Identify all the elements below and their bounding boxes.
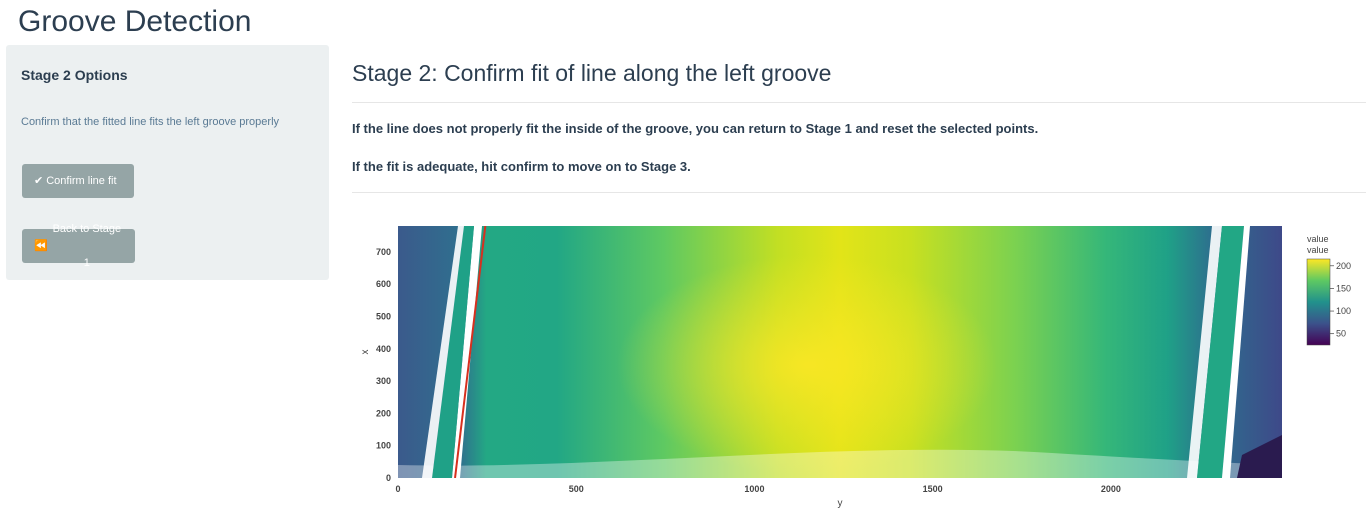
- colorbar-title-line-2: value: [1307, 245, 1329, 255]
- heatmap-plot[interactable]: 0 500 1000 1500 2000 0 100 200 300 400 500 600 700 …: [352, 215, 1366, 515]
- heatmap-svg[interactable]: 0 500 1000 1500 2000 0100200300400500600700 …: [352, 215, 1366, 515]
- right-groove-band: [1187, 226, 1282, 478]
- x-tick-label: 500: [569, 484, 584, 494]
- page-title: Stage 2: Confirm fit of line along the l…: [352, 60, 832, 86]
- lower-edge-artifact: [398, 449, 1282, 478]
- colorbar-tick-label: 50: [1336, 329, 1346, 339]
- y-tick-label: 400: [376, 344, 391, 354]
- x-axis-title: y: [838, 498, 843, 509]
- y-tick-label: 700: [376, 247, 391, 257]
- y-tick-label: 500: [376, 311, 391, 321]
- colorbar-tick-label: 150: [1336, 283, 1351, 293]
- x-tick-label: 2000: [1101, 484, 1121, 494]
- y-tick-label: 600: [376, 279, 391, 289]
- app-title: Groove Detection: [18, 5, 252, 38]
- left-groove-band: [422, 226, 482, 478]
- x-tick-label: 0: [395, 484, 400, 494]
- divider-top: [352, 102, 1366, 103]
- back-button-label: Back to Stage 1: [52, 223, 122, 269]
- colorbar-gradient: [1306, 258, 1331, 346]
- y-tick-label: 200: [376, 408, 391, 418]
- backward-icon: ⏪: [34, 240, 48, 252]
- colorbar-tick-label: 100: [1336, 306, 1351, 316]
- instruction-reset: If the line does not properly fit the in…: [352, 121, 1039, 136]
- check-icon: ✔: [34, 175, 44, 187]
- colorbar-title-line-1: value: [1307, 234, 1329, 244]
- back-to-stage1-button[interactable]: ⏪ Back to Stage 1: [22, 223, 135, 269]
- x-tick-label: 1500: [923, 484, 943, 494]
- colorbar: value value 50 100 150 200: [1306, 234, 1351, 346]
- sidebar-panel: Stage 2 Options Confirm that the fitted …: [6, 45, 329, 280]
- x-tick-label: 1000: [744, 484, 764, 494]
- sidebar-help-text: Confirm that the fitted line fits the le…: [21, 116, 280, 128]
- colorbar-tick-label: 200: [1336, 261, 1351, 271]
- y-tick-label: 0: [386, 473, 391, 483]
- sidebar-heading: Stage 2 Options: [21, 67, 128, 83]
- heatmap-hotspot: [617, 255, 997, 475]
- fitted-line: [454, 226, 487, 478]
- divider-bottom: [352, 192, 1366, 193]
- instruction-confirm: If the fit is adequate, hit confirm to m…: [352, 159, 691, 174]
- y-tick-label: 300: [376, 376, 391, 386]
- confirm-button-label: Confirm line fit: [46, 175, 117, 187]
- y-tick-label: 100: [376, 441, 391, 451]
- confirm-line-fit-button[interactable]: ✔ Confirm line fit: [22, 164, 134, 198]
- y-axis-title: x: [360, 350, 371, 355]
